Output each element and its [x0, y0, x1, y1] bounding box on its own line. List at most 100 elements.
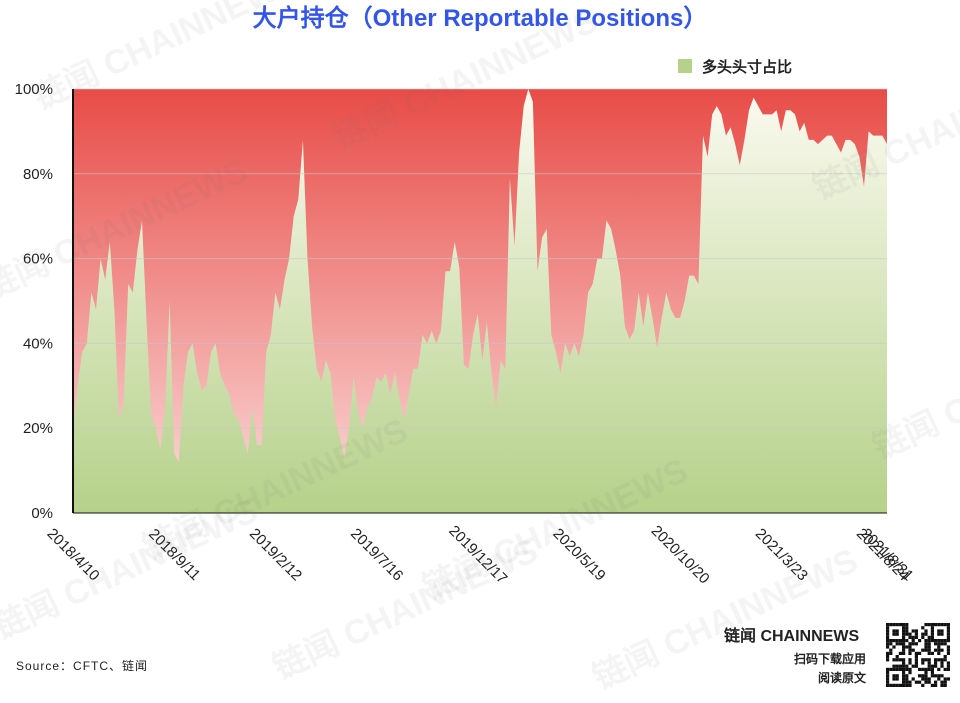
qr-cell [924, 648, 928, 652]
qr-cell [924, 629, 928, 633]
qr-cell [908, 651, 912, 655]
y-tick-label: 40% [23, 335, 53, 352]
qr-cell [934, 648, 938, 652]
qr-cell [930, 635, 934, 639]
qr-cell [892, 645, 896, 649]
qr-cell [927, 642, 931, 646]
qr-cell [934, 642, 938, 646]
qr-cell [940, 623, 944, 627]
qr-cell [908, 635, 912, 639]
qr-cell [918, 680, 922, 684]
qr-cell [921, 632, 925, 636]
qr-cell [895, 629, 899, 633]
qr-cell [921, 661, 925, 665]
qr-cell [930, 626, 934, 630]
qr-cell [905, 632, 909, 636]
qr-cell [892, 677, 896, 681]
qr-cell [886, 655, 890, 659]
qr-cell [905, 674, 909, 678]
qr-cell [934, 658, 938, 662]
qr-cell [895, 677, 899, 681]
qr-cell [886, 623, 890, 627]
qr-cell [940, 661, 944, 665]
qr-cell [934, 683, 938, 687]
qr-cell [946, 635, 950, 639]
qr-cell [914, 632, 918, 636]
qr-cell [914, 680, 918, 684]
y-tick-label: 100% [15, 81, 53, 98]
qr-cell [902, 651, 906, 655]
qr-cell [902, 639, 906, 643]
qr-cell [905, 623, 909, 627]
area [73, 89, 887, 513]
qr-cell [905, 639, 909, 643]
qr-cell [892, 674, 896, 678]
qr-cell [908, 658, 912, 662]
qr-cell [927, 664, 931, 668]
qr-cell [892, 639, 896, 643]
qr-cell [946, 648, 950, 652]
qr-cell [886, 642, 890, 646]
qr-cell [895, 623, 899, 627]
source: Source：CFTC、链闻 [16, 658, 148, 673]
qr-cell [930, 632, 934, 636]
qr-cell [924, 674, 928, 678]
qr-cell [930, 671, 934, 675]
legend-label: 多头头寸占比 [702, 58, 792, 76]
qr-cell [924, 667, 928, 671]
qr-cell [934, 623, 938, 627]
x-tick-label: 2019/2/12 [246, 525, 305, 584]
qr-cell [930, 683, 934, 687]
qr-cell [898, 623, 902, 627]
qr-cell [914, 658, 918, 662]
qr-cell [905, 683, 909, 687]
qr-cell [895, 639, 899, 643]
qr-cell [902, 648, 906, 652]
qr-cell [918, 674, 922, 678]
qr-cell [940, 674, 944, 678]
qr-cell [921, 677, 925, 681]
qr-cell [937, 674, 941, 678]
qr-cell [930, 651, 934, 655]
qr-cell [914, 661, 918, 665]
qr-cell [943, 642, 947, 646]
qr-cell [908, 642, 912, 646]
x-tick-label: 2020/10/20 [648, 522, 713, 587]
qr-cell [924, 623, 928, 627]
qr-cell [927, 635, 931, 639]
qr-cell [886, 632, 890, 636]
qr-cell [930, 664, 934, 668]
qr-cell [902, 629, 906, 633]
y-tick-label: 20% [23, 420, 53, 437]
x-tick-label: 2021/8/31 [858, 525, 917, 584]
qr-cell [886, 677, 890, 681]
qr-cell [937, 632, 941, 636]
qr-cell [895, 632, 899, 636]
qr-cell [892, 658, 896, 662]
qr-cell [911, 642, 915, 646]
qr-cell [898, 642, 902, 646]
qr-cell [905, 677, 909, 681]
qr-cell [911, 635, 915, 639]
qr-cell [927, 645, 931, 649]
qr-cell [905, 629, 909, 633]
qr-cell [940, 632, 944, 636]
qr-cell [886, 635, 890, 639]
qr-cell [924, 658, 928, 662]
qr-code [886, 623, 950, 687]
qr-cell [937, 645, 941, 649]
qr-cell [918, 667, 922, 671]
qr-cell [889, 648, 893, 652]
qr-cell [908, 661, 912, 665]
qr-cell [889, 642, 893, 646]
qr-cell [946, 626, 950, 630]
qr-cell [895, 683, 899, 687]
qr-cell [946, 645, 950, 649]
qr-cell [946, 623, 950, 627]
qr-cell [886, 667, 890, 671]
brand-line: 扫码下载应用 [794, 651, 866, 666]
qr-cell [937, 623, 941, 627]
qr-cell [889, 683, 893, 687]
qr-cell [927, 677, 931, 681]
qr-cell [921, 658, 925, 662]
